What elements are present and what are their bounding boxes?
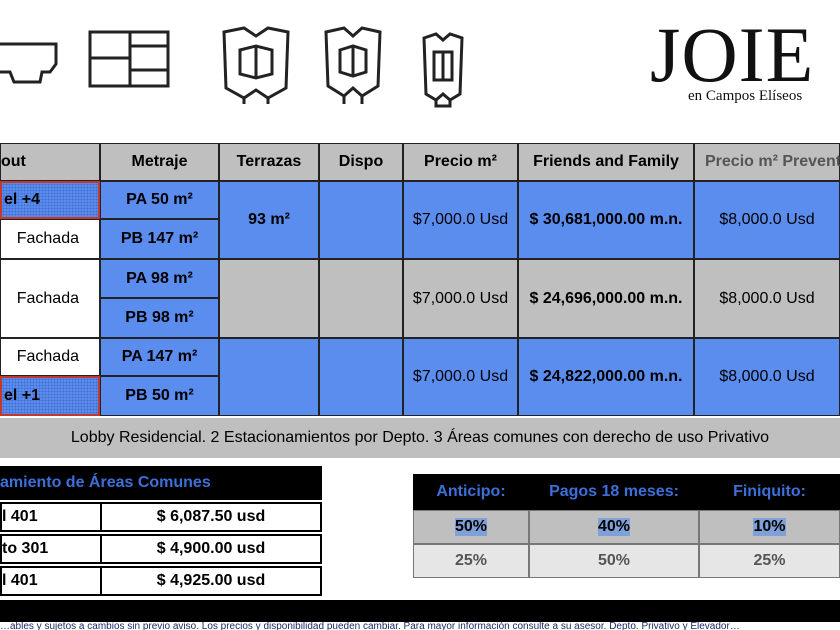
payment-header-pagos: Pagos 18 meses: — [529, 474, 699, 510]
maintenance-title: amiento de Áreas Comunes — [0, 466, 322, 500]
floorplan-icon-1 — [0, 42, 58, 84]
payment-header-anticipo: Anticipo: — [413, 474, 529, 510]
payment-cell: 25% — [699, 544, 840, 578]
terrazas-cell: 93 m² — [219, 181, 319, 259]
payment-header-finiquito: Finiquito: — [699, 474, 840, 510]
maintenance-amount: $ 4,925.00 usd — [100, 566, 322, 596]
footer-bar — [0, 600, 840, 622]
footer-disclaimer: …ables y sujetos a cambios sin previo av… — [0, 622, 740, 630]
header-friends-family: Friends and Family — [518, 143, 694, 181]
maintenance-unit: to 301 — [0, 534, 102, 564]
brand-subtitle: en Campos Elíseos — [688, 88, 803, 104]
floorplan-icon-2 — [88, 30, 170, 88]
dispo-cell — [319, 181, 403, 259]
metraje-cell: PB 147 m² — [100, 219, 219, 259]
friends-family-cell: $ 30,681,000.00 m.n. — [518, 181, 694, 259]
layout-cell-fachada: Fachada — [0, 259, 100, 338]
floorplan-icon-5 — [422, 32, 464, 108]
metraje-cell: PA 50 m² — [100, 181, 219, 219]
layout-cell-nivel-4: el +4 — [0, 181, 100, 219]
precio-m2-cell: $7,000.0 Usd — [403, 259, 518, 338]
layout-cell-fachada: Fachada — [0, 219, 100, 259]
metraje-cell: PB 50 m² — [100, 376, 219, 416]
metraje-cell: PB 98 m² — [100, 298, 219, 338]
payment-cell: 40% — [529, 510, 699, 544]
payment-value: 10% — [753, 518, 786, 536]
terrazas-cell — [219, 259, 319, 338]
terrazas-cell — [219, 338, 319, 416]
precio-m2-cell: $7,000.0 Usd — [403, 338, 518, 416]
payment-cell: 25% — [413, 544, 529, 578]
payment-cell: 50% — [413, 510, 529, 544]
layout-cell-nivel-1: el +1 — [0, 376, 100, 416]
precio-preventa-cell: $8,000.0 Usd — [694, 181, 840, 259]
header-layout: out — [0, 143, 100, 181]
header-precio-m2: Precio m² — [403, 143, 518, 181]
header-terrazas: Terrazas — [219, 143, 319, 181]
dispo-cell — [319, 338, 403, 416]
metraje-cell: PA 147 m² — [100, 338, 219, 376]
header-dispo: Dispo — [319, 143, 403, 181]
maintenance-amount: $ 4,900.00 usd — [100, 534, 322, 564]
header-precio-preventa: Precio m² Prevent — [694, 143, 840, 181]
payment-cell: 10% — [699, 510, 840, 544]
dispo-cell — [319, 259, 403, 338]
precio-preventa-cell: $8,000.0 Usd — [694, 338, 840, 416]
precio-preventa-cell: $8,000.0 Usd — [694, 259, 840, 338]
precio-m2-cell: $7,000.0 Usd — [403, 181, 518, 259]
maintenance-amount: $ 6,087.50 usd — [100, 502, 322, 532]
friends-family-cell: $ 24,822,000.00 m.n. — [518, 338, 694, 416]
maintenance-unit: l 401 — [0, 502, 102, 532]
floorplan-icon-4 — [324, 26, 382, 104]
payment-value: 50% — [454, 518, 488, 536]
brand-logo: JOIE — [650, 11, 815, 98]
friends-family-cell: $ 24,696,000.00 m.n. — [518, 259, 694, 338]
payment-value: 40% — [597, 518, 631, 536]
floorplan-icon-3 — [222, 26, 290, 104]
metraje-cell: PA 98 m² — [100, 259, 219, 298]
payment-cell: 50% — [529, 544, 699, 578]
header-metraje: Metraje — [100, 143, 219, 181]
maintenance-unit: l 401 — [0, 566, 102, 596]
layout-cell-fachada: Fachada — [0, 338, 100, 376]
lobby-note: Lobby Residencial. 2 Estacionamientos po… — [0, 418, 840, 458]
